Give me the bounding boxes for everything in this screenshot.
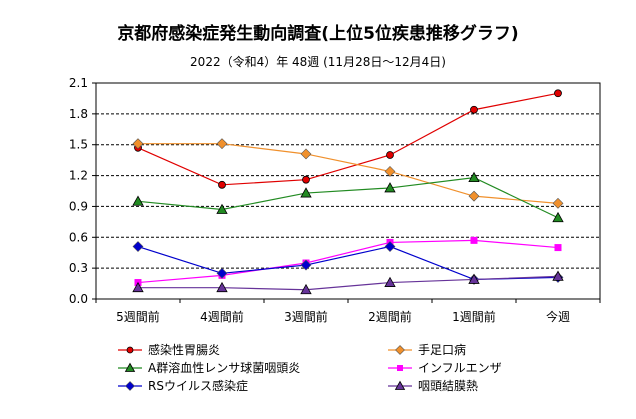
legend-swatch-marker — [395, 345, 405, 355]
data-point — [552, 197, 564, 209]
legend-swatch-marker — [126, 346, 134, 354]
legend-item: 手足口病 — [388, 342, 466, 357]
data-point — [132, 195, 144, 206]
legend-label: 感染性胃腸炎 — [148, 342, 220, 357]
data-point — [300, 283, 312, 295]
data-point — [384, 166, 396, 177]
data-point — [132, 241, 144, 252]
y-tick-label: 0.6 — [69, 230, 88, 244]
legend-swatch-marker — [125, 381, 135, 391]
legend-item: インフルエンザ — [388, 361, 502, 375]
y-tick-label: 1.2 — [69, 169, 88, 183]
data-point — [386, 151, 394, 159]
legend-swatch-marker — [394, 380, 406, 390]
x-tick-label: 5週間前 — [116, 309, 160, 324]
series-5 — [132, 270, 564, 295]
legend-swatch-marker — [397, 365, 403, 371]
data-point — [216, 203, 228, 214]
y-tick-label: 0.9 — [69, 199, 88, 213]
data-point — [552, 211, 564, 223]
x-tick-label: 今週 — [546, 309, 570, 324]
y-tick-label: 0.0 — [69, 292, 88, 306]
data-point — [300, 187, 312, 198]
chart-title: 京都府感染症発生動向調査(上位5位疾患推移グラフ) — [117, 23, 518, 44]
data-point — [132, 138, 144, 150]
series-line — [138, 143, 559, 204]
y-tick-label: 1.8 — [69, 107, 88, 121]
data-point — [554, 89, 562, 98]
data-point — [554, 244, 562, 252]
data-point — [300, 259, 312, 271]
series-line — [138, 275, 559, 291]
data-point — [216, 267, 228, 279]
data-point — [470, 105, 478, 114]
legend-label: RSウイルス感染症 — [148, 378, 248, 393]
data-point — [218, 180, 226, 189]
legend-label: A群溶血性レンサ球菌咽頭炎 — [148, 360, 300, 375]
data-point — [552, 270, 564, 281]
legend-item: 咽頭結膜熱 — [388, 379, 478, 393]
series-line — [137, 177, 559, 219]
legend: 感染性胃腸炎 手足口病 A群溶血性レンサ球菌咽頭炎 インフルエンザ RSウイルス感染症 咽… — [118, 342, 502, 393]
y-tick-label: 2.1 — [69, 76, 88, 90]
data-point — [302, 175, 310, 184]
series-1 — [132, 138, 564, 209]
data-point — [216, 138, 228, 150]
data-point — [468, 273, 480, 284]
series-2 — [132, 171, 564, 223]
legend-label: 手足口病 — [418, 342, 466, 357]
x-tick-label: 4週間前 — [200, 309, 244, 324]
data-point — [216, 281, 228, 293]
data-point — [384, 182, 396, 193]
data-point — [132, 281, 144, 293]
legend-item: A群溶血性レンサ球菌咽頭炎 — [118, 360, 300, 375]
data-point — [384, 276, 396, 287]
legend-label: インフルエンザ — [418, 361, 502, 375]
chart-subtitle: 2022（令和4）年 48週 (11月28日〜12月4日) — [190, 54, 446, 69]
plot-area: 0.0 0.3 0.6 0.9 1.2 1.5 1.8 2.1 5週間前 4週間前 3週間前 2週間前… — [69, 76, 601, 324]
x-tick-label: 2週間前 — [368, 309, 412, 324]
series-line — [137, 92, 559, 186]
data-point — [300, 148, 312, 160]
data-point — [470, 236, 478, 244]
y-tick-label: 0.3 — [69, 261, 88, 275]
series-line — [137, 239, 559, 284]
data-point — [384, 241, 396, 252]
legend-item: 感染性胃腸炎 — [118, 342, 220, 357]
y-tick-label: 1.5 — [69, 138, 88, 152]
data-point — [468, 190, 480, 202]
x-tick-label: 3週間前 — [284, 309, 328, 324]
legend-item: RSウイルス感染症 — [118, 378, 248, 393]
data-point — [468, 171, 480, 183]
legend-swatch-marker — [124, 362, 136, 372]
x-tick-label: 1週間前 — [452, 309, 496, 324]
legend-label: 咽頭結膜熱 — [418, 379, 478, 393]
